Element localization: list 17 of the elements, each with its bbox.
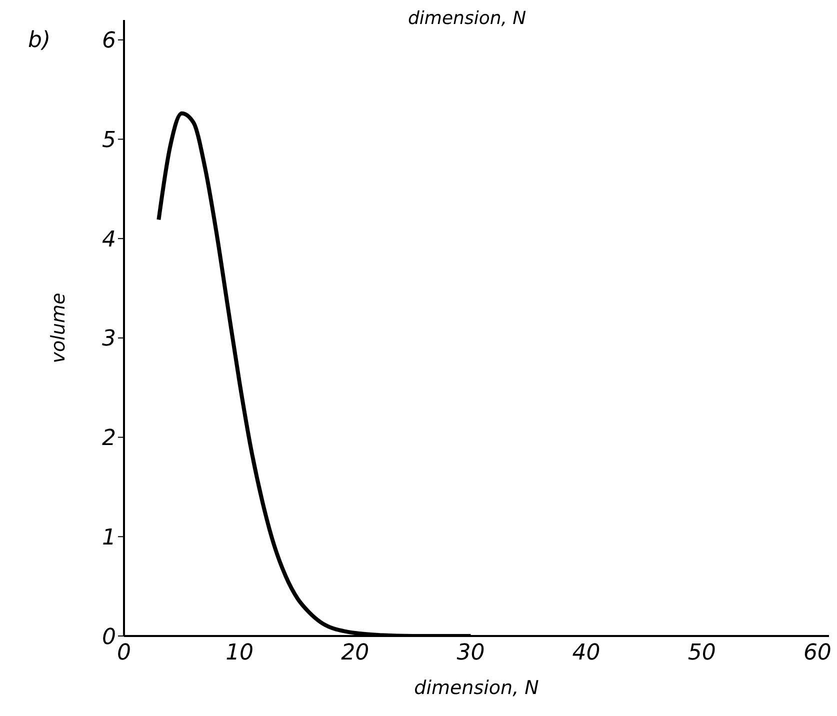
y-tick-label: 2 <box>102 426 116 452</box>
x-tick-label: 40 <box>572 640 600 666</box>
x-tick-label: 20 <box>341 640 370 666</box>
x-axis-title: dimension, N <box>414 677 539 699</box>
y-axis-title: volume <box>48 292 70 364</box>
chart-title: dimension, N <box>408 8 526 29</box>
text: b) <box>28 28 51 53</box>
y-tick-label: 3 <box>102 326 116 352</box>
x-tick-label: 30 <box>456 640 485 666</box>
y-tick-label: 5 <box>102 128 116 154</box>
y-tick-label: 1 <box>102 525 116 550</box>
y-tick-label: 0 <box>102 624 116 650</box>
y-tick-label: 4 <box>102 227 116 252</box>
x-tick-label: 50 <box>688 640 716 666</box>
y-tick-label: 6 <box>102 28 116 54</box>
x-tick-label: 10 <box>226 640 254 666</box>
x-tick-label: 60 <box>803 640 832 666</box>
